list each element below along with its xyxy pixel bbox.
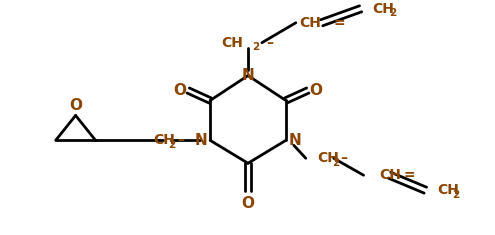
Text: CH: CH (437, 183, 459, 197)
Text: =: = (334, 16, 346, 30)
Text: CH: CH (380, 168, 401, 182)
Text: CH: CH (318, 151, 340, 165)
Text: N: N (289, 133, 301, 148)
Text: 2: 2 (389, 8, 396, 18)
Text: 2: 2 (332, 158, 339, 168)
Text: –: – (340, 151, 347, 165)
Text: CH: CH (373, 2, 395, 16)
Text: 2: 2 (168, 140, 175, 150)
Text: N: N (195, 133, 207, 148)
Text: O: O (242, 196, 254, 211)
Text: CH: CH (221, 36, 243, 50)
Text: CH: CH (153, 133, 175, 147)
Text: O: O (174, 83, 187, 98)
Text: 2: 2 (451, 190, 459, 200)
Text: –: – (266, 36, 273, 50)
Text: O: O (69, 98, 82, 113)
Text: –: – (178, 133, 185, 147)
Text: CH: CH (299, 16, 321, 30)
Text: =: = (403, 168, 415, 182)
Text: O: O (309, 83, 322, 98)
Text: N: N (242, 68, 254, 83)
Text: 2: 2 (252, 42, 259, 52)
